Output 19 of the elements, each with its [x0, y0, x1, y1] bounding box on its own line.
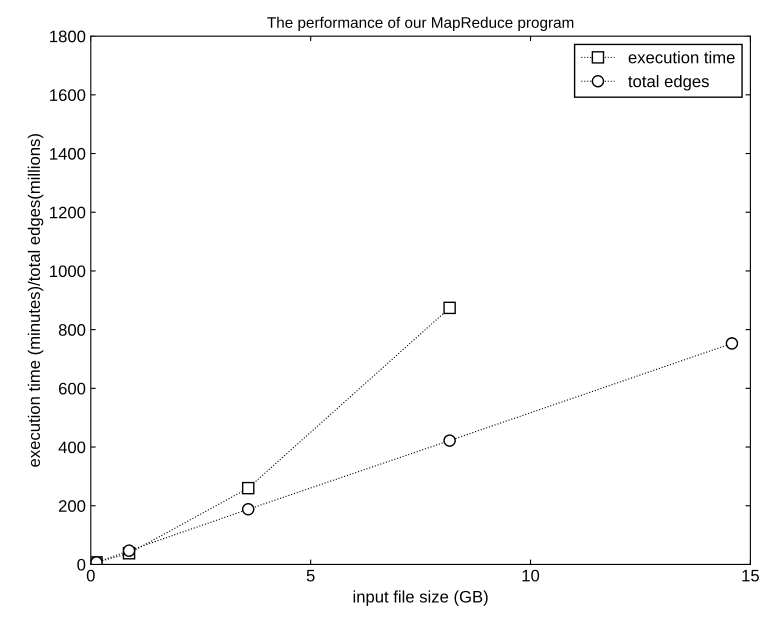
- y-tick-label: 1800: [50, 30, 86, 42]
- y-tick-label: 1400: [50, 148, 86, 160]
- y-tick-label: 800: [58, 324, 86, 336]
- x-tick-label: 15: [742, 570, 759, 582]
- x-tick-label: 5: [306, 570, 315, 582]
- y-tick-label: 1000: [50, 265, 86, 278]
- x-tick-label: 0: [86, 570, 95, 582]
- x-tick-label: 10: [522, 570, 540, 582]
- y-tick-label: 1600: [50, 89, 86, 102]
- y-tick-label: 1200: [50, 206, 86, 218]
- y-axis-title: execution time (minutes)/total edges(millions): [28, 134, 44, 467]
- y-tick-label: 0: [77, 558, 86, 571]
- legend-label: total edges: [628, 75, 709, 91]
- y-tick-label: 200: [58, 500, 86, 512]
- legend-label: execution time: [628, 51, 735, 64]
- x-axis-title: input file size (GB): [354, 590, 488, 606]
- chart-title: The performance of our MapReduce program: [267, 16, 574, 31]
- y-tick-label: 600: [58, 382, 86, 395]
- y-tick-label: 400: [58, 441, 86, 454]
